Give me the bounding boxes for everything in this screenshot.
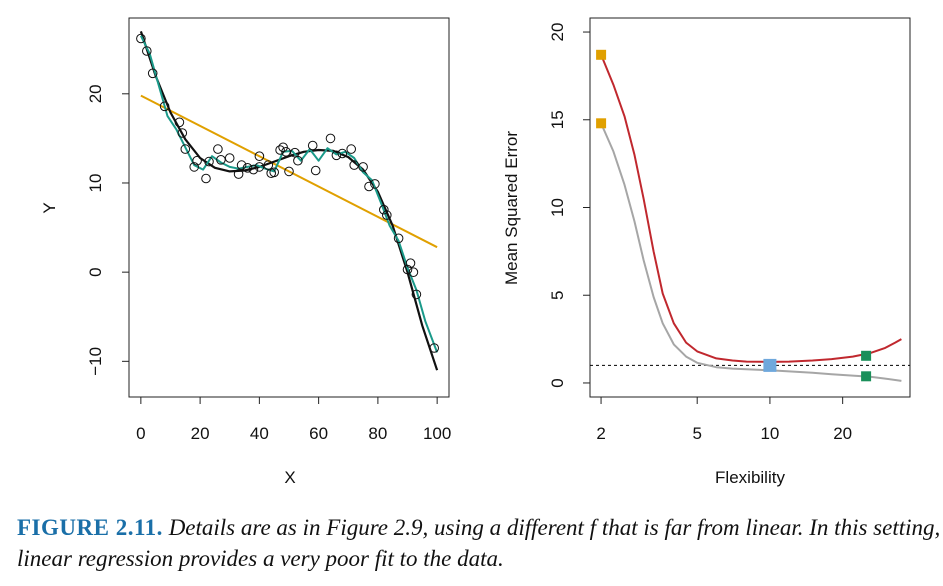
data-point bbox=[325, 133, 336, 144]
left-x-tick-label: 80 bbox=[368, 424, 387, 443]
left-plot-frame bbox=[128, 17, 450, 398]
square-marker bbox=[861, 350, 872, 361]
left-x-tick-label: 0 bbox=[136, 424, 145, 443]
data-point bbox=[364, 181, 374, 192]
right-y-tick-label: 0 bbox=[548, 378, 567, 387]
smoothing-spline-fit bbox=[140, 35, 439, 353]
data-point bbox=[159, 101, 170, 112]
left-y-ticks: −10 0 10 20 bbox=[86, 84, 129, 376]
data-point bbox=[411, 289, 422, 300]
data-point bbox=[408, 267, 419, 278]
left-x-tick-label: 100 bbox=[423, 424, 451, 443]
data-point bbox=[405, 258, 416, 269]
square-marker bbox=[596, 118, 607, 129]
right-y-axis-label: Mean Squared Error bbox=[502, 131, 521, 285]
data-point bbox=[201, 173, 211, 184]
data-point bbox=[204, 156, 214, 167]
data-point bbox=[142, 46, 152, 56]
left-x-tick-label: 60 bbox=[309, 424, 328, 443]
data-point bbox=[275, 145, 285, 155]
right-mse-panel: 2 5 10 20 0 5 10 15 20 Flexibility Mean Squared… bbox=[502, 17, 911, 487]
data-point bbox=[224, 153, 235, 163]
data-point bbox=[180, 144, 191, 154]
right-markers bbox=[596, 49, 872, 382]
data-point bbox=[349, 160, 360, 170]
true-function-curve bbox=[139, 31, 439, 371]
data-point bbox=[174, 117, 185, 128]
data-point bbox=[370, 179, 380, 189]
left-y-tick-label: −10 bbox=[86, 347, 105, 376]
left-y-tick-label: 0 bbox=[86, 267, 105, 276]
right-y-tick-label: 5 bbox=[548, 290, 567, 299]
right-y-tick-label: 10 bbox=[548, 198, 567, 217]
left-y-axis-label: Y bbox=[40, 202, 59, 213]
left-x-tick-label: 20 bbox=[191, 424, 210, 443]
data-point bbox=[189, 162, 199, 172]
right-y-tick-label: 20 bbox=[548, 23, 567, 42]
left-x-ticks: 0 20 40 60 80 100 bbox=[136, 397, 451, 443]
square-marker bbox=[763, 358, 777, 372]
left-fit-lines bbox=[139, 31, 439, 371]
data-point bbox=[248, 164, 259, 175]
square-marker bbox=[596, 49, 607, 60]
caption-text: Details are as in Figure 2.9, using a di… bbox=[17, 515, 941, 571]
right-x-tick-label: 20 bbox=[833, 424, 852, 443]
left-x-axis-label: X bbox=[284, 468, 295, 487]
left-data-points bbox=[136, 33, 440, 353]
right-plot-frame bbox=[589, 17, 911, 398]
data-point bbox=[402, 264, 413, 275]
data-point bbox=[236, 160, 247, 170]
data-point bbox=[242, 163, 253, 173]
data-point bbox=[358, 162, 368, 172]
right-x-axis-label: Flexibility bbox=[715, 468, 785, 487]
data-point bbox=[254, 162, 265, 172]
data-point bbox=[382, 210, 392, 220]
data-point bbox=[337, 148, 348, 159]
right-y-tick-label: 15 bbox=[548, 110, 567, 129]
right-mse-curves bbox=[600, 54, 902, 382]
data-point bbox=[216, 155, 226, 165]
left-y-tick-label: 20 bbox=[86, 84, 105, 103]
data-point bbox=[136, 33, 146, 44]
test-mse-curve bbox=[600, 54, 902, 363]
data-point bbox=[293, 155, 303, 166]
left-scatter-panel: 0 20 40 60 80 100 −10 0 10 20 X Y bbox=[40, 17, 451, 487]
figure-caption: FIGURE 2.11. Details are as in Figure 2.… bbox=[17, 512, 943, 574]
data-point bbox=[192, 155, 202, 166]
training-mse-curve bbox=[600, 122, 902, 382]
data-point bbox=[254, 151, 265, 161]
data-point bbox=[307, 140, 318, 151]
right-x-ticks: 2 5 10 20 bbox=[596, 397, 852, 443]
data-point bbox=[310, 165, 321, 176]
data-point bbox=[269, 167, 280, 178]
data-point bbox=[147, 68, 158, 79]
right-x-tick-label: 2 bbox=[596, 424, 605, 443]
data-point bbox=[379, 204, 389, 215]
data-point bbox=[429, 343, 440, 353]
data-point bbox=[233, 169, 244, 179]
data-point bbox=[346, 144, 357, 154]
left-y-tick-label: 10 bbox=[86, 174, 105, 193]
right-y-ticks: 0 5 10 15 20 bbox=[548, 23, 590, 388]
left-x-tick-label: 40 bbox=[250, 424, 269, 443]
data-point bbox=[213, 144, 223, 154]
right-x-tick-label: 5 bbox=[692, 424, 701, 443]
data-point bbox=[331, 150, 342, 161]
right-x-tick-label: 10 bbox=[760, 424, 779, 443]
caption-label: FIGURE 2.11. bbox=[17, 515, 163, 540]
data-point bbox=[284, 166, 294, 177]
data-point bbox=[177, 128, 188, 138]
data-point bbox=[393, 233, 404, 244]
square-marker bbox=[861, 371, 872, 382]
